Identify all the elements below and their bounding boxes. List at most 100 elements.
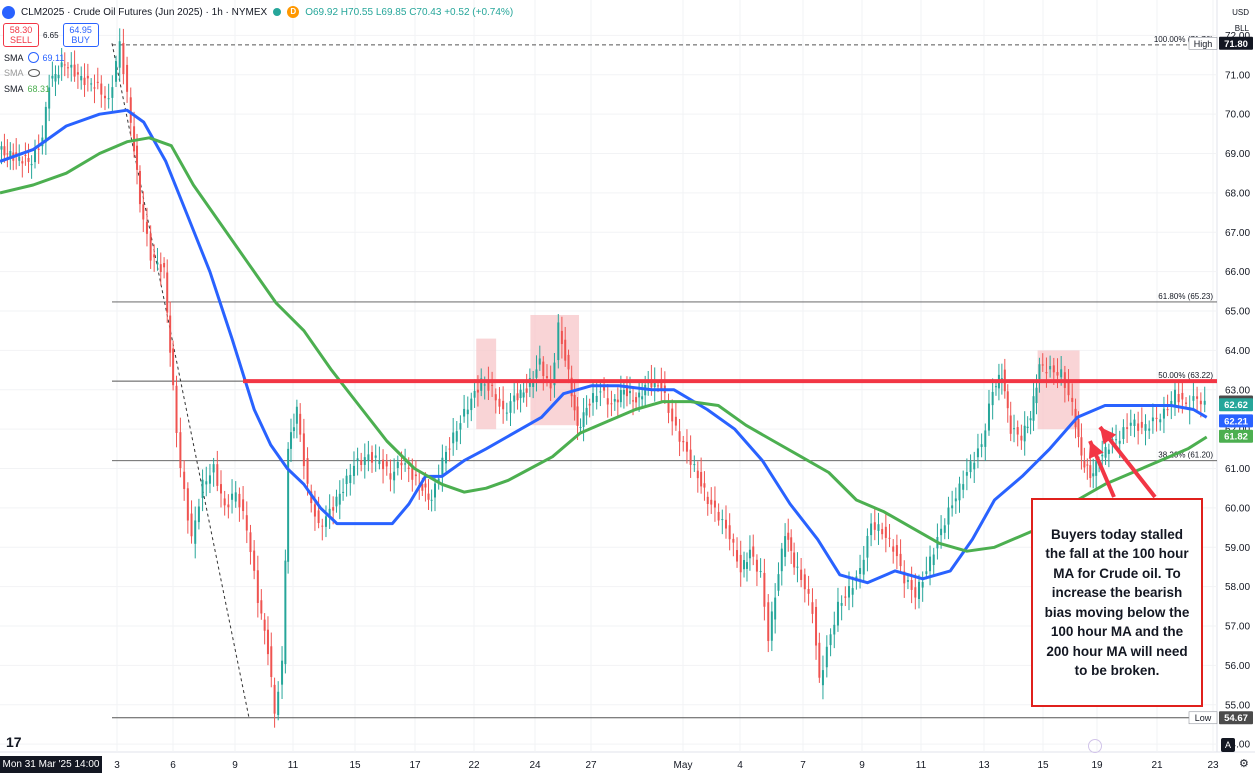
replay-icon[interactable] xyxy=(1088,739,1102,753)
candle-body xyxy=(1166,409,1169,411)
candle-body xyxy=(51,75,54,79)
candle-body xyxy=(603,385,606,391)
candle-body xyxy=(570,377,573,397)
settings-icon[interactable] xyxy=(27,52,39,63)
candle-body xyxy=(115,61,118,82)
candle-body xyxy=(532,379,535,387)
hidden-eye-icon[interactable] xyxy=(27,69,40,77)
candle-body xyxy=(638,392,641,398)
candle-body xyxy=(1038,364,1041,380)
indicator-sma-3[interactable]: SMA 68.31 xyxy=(4,84,50,94)
candle-body xyxy=(502,400,505,410)
candle-body xyxy=(588,403,591,406)
candle-body xyxy=(881,529,884,535)
candle-body xyxy=(582,412,585,427)
tradingview-logo[interactable]: 17 xyxy=(6,734,22,750)
ohlc-readout: O69.92 H70.55 L69.85 C70.43 +0.52 (+0.74… xyxy=(305,6,514,18)
candle-body xyxy=(732,538,735,543)
candle-body xyxy=(186,488,189,521)
candle-body xyxy=(895,545,898,557)
fib-trend-line xyxy=(111,43,250,718)
candle-body xyxy=(910,580,913,590)
candle-body xyxy=(292,427,295,432)
candle-body xyxy=(356,458,359,461)
x-tick-label: 9 xyxy=(859,760,865,771)
candle-body xyxy=(491,384,494,386)
candle-body xyxy=(60,62,63,68)
candle-body xyxy=(256,570,259,603)
symbol-title[interactable]: CLM2025 · Crude Oil Futures (Jun 2025) ·… xyxy=(21,6,268,18)
candle-body xyxy=(576,406,579,426)
candle-body xyxy=(774,597,777,620)
candle-body xyxy=(635,397,638,403)
candle-body xyxy=(321,525,324,527)
candle-body xyxy=(599,391,602,393)
candle-body xyxy=(299,413,302,435)
candle-body xyxy=(455,431,458,442)
candle-body xyxy=(545,376,548,379)
sell-button[interactable]: 58.30 SELL xyxy=(3,23,39,47)
candle-body xyxy=(90,83,93,85)
candle-body xyxy=(349,474,352,484)
candle-body xyxy=(190,513,193,537)
candle-body xyxy=(1137,423,1140,431)
buy-label: BUY xyxy=(71,35,90,45)
candle-body xyxy=(448,448,451,450)
candle-body xyxy=(1029,418,1032,421)
candle-body xyxy=(1140,421,1143,428)
price-tag xyxy=(1219,398,1253,412)
candle-body xyxy=(335,496,338,507)
candle-body xyxy=(1016,427,1019,435)
candle-body xyxy=(560,330,563,345)
indicator-sma-1[interactable]: SMA 69.11 xyxy=(4,52,64,63)
candle-body xyxy=(888,537,891,539)
candle-body xyxy=(205,481,208,485)
currency-unit[interactable]: BLL xyxy=(1234,24,1249,33)
candle-body xyxy=(0,146,3,150)
candle-body xyxy=(100,83,103,95)
candle-body xyxy=(943,525,946,533)
candle-body xyxy=(470,398,473,411)
candle-body xyxy=(899,553,902,567)
buy-button[interactable]: 64.95 BUY xyxy=(62,23,99,47)
candle-body xyxy=(1092,473,1095,477)
candle-body xyxy=(378,461,381,465)
fib-level-label: 61.80% (65.23) xyxy=(1158,292,1213,301)
candle-body xyxy=(494,394,497,401)
candle-body xyxy=(54,74,57,82)
trade-panel: 58.30 SELL 6.65 64.95 BUY xyxy=(3,23,99,47)
ma-200-line xyxy=(0,136,1208,553)
candle-body xyxy=(1107,449,1110,454)
price-tag xyxy=(1219,36,1253,50)
settings-gear-icon[interactable]: ⚙ xyxy=(1239,758,1249,770)
x-tick-label: 7 xyxy=(800,760,806,771)
candle-body xyxy=(281,660,284,685)
candle-body xyxy=(421,484,424,491)
candle-body xyxy=(313,504,316,517)
candle-body xyxy=(743,560,746,570)
candle-body xyxy=(553,362,556,386)
auto-scale-button[interactable]: A xyxy=(1221,738,1235,752)
candle-body xyxy=(212,464,215,473)
indicator-sma-2[interactable]: SMA xyxy=(4,68,40,78)
y-tick-label: 61.00 xyxy=(1225,464,1250,475)
candle-body xyxy=(266,629,269,655)
candle-body xyxy=(332,507,335,511)
candle-body xyxy=(628,390,631,394)
currency-code[interactable]: USD xyxy=(1232,8,1249,17)
candle-body xyxy=(302,433,305,467)
candle-body xyxy=(400,462,403,466)
candle-body xyxy=(1196,396,1199,399)
candle-body xyxy=(487,380,490,391)
x-tick-label: 27 xyxy=(585,760,597,771)
candle-body xyxy=(513,395,516,402)
candle-body xyxy=(717,511,720,521)
candle-body xyxy=(755,559,758,572)
candle-body xyxy=(126,64,129,92)
candle-body xyxy=(1155,417,1158,420)
candle-body xyxy=(866,535,869,558)
candle-body xyxy=(622,389,625,395)
candle-body xyxy=(710,499,713,505)
